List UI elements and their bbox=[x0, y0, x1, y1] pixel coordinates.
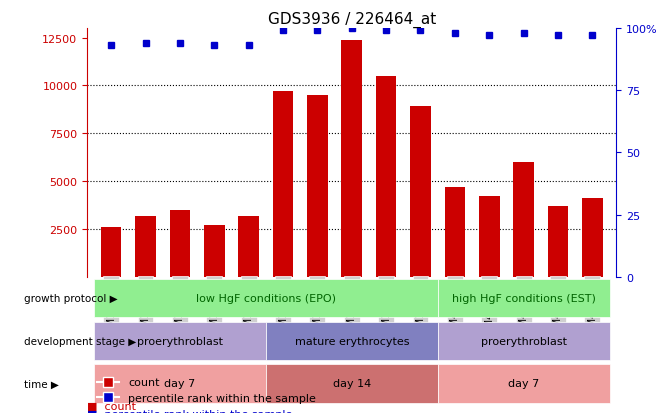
Bar bbox=[239, 217, 259, 277]
Bar bbox=[445, 188, 465, 277]
Bar bbox=[307, 96, 328, 277]
Bar bbox=[376, 77, 397, 277]
Text: GSM426509: GSM426509 bbox=[553, 280, 563, 339]
Text: GSM190970: GSM190970 bbox=[312, 280, 322, 338]
Text: GSM190966: GSM190966 bbox=[175, 280, 185, 338]
Bar bbox=[273, 92, 293, 277]
Text: time ▶: time ▶ bbox=[23, 378, 58, 389]
Text: GSM190973: GSM190973 bbox=[415, 280, 425, 338]
FancyBboxPatch shape bbox=[94, 322, 266, 360]
Text: GSM190965: GSM190965 bbox=[141, 280, 151, 338]
Text: GSM190972: GSM190972 bbox=[381, 280, 391, 339]
Bar bbox=[170, 210, 190, 277]
Bar bbox=[479, 197, 500, 277]
Text: growth protocol ▶: growth protocol ▶ bbox=[23, 293, 117, 304]
Text: day 7: day 7 bbox=[164, 378, 196, 389]
Text: ■  percentile rank within the sample: ■ percentile rank within the sample bbox=[87, 409, 293, 413]
Text: day 14: day 14 bbox=[332, 378, 371, 389]
Bar bbox=[547, 206, 568, 277]
Text: GSM426508: GSM426508 bbox=[519, 280, 529, 339]
Text: GSM190971: GSM190971 bbox=[347, 280, 356, 338]
Text: mature erythrocytes: mature erythrocytes bbox=[295, 336, 409, 346]
FancyBboxPatch shape bbox=[438, 279, 610, 318]
Text: GSM190964: GSM190964 bbox=[106, 280, 116, 338]
Bar bbox=[342, 41, 362, 277]
FancyBboxPatch shape bbox=[266, 364, 438, 403]
Text: low HgF conditions (EPO): low HgF conditions (EPO) bbox=[196, 293, 336, 304]
Bar bbox=[582, 199, 602, 277]
Text: GSM426507: GSM426507 bbox=[484, 280, 494, 339]
FancyBboxPatch shape bbox=[94, 364, 266, 403]
FancyBboxPatch shape bbox=[266, 322, 438, 360]
Text: day 7: day 7 bbox=[508, 378, 539, 389]
Text: proerythroblast: proerythroblast bbox=[137, 336, 223, 346]
Text: GSM190968: GSM190968 bbox=[244, 280, 254, 338]
FancyBboxPatch shape bbox=[438, 322, 610, 360]
FancyBboxPatch shape bbox=[94, 279, 438, 318]
Text: GSM190967: GSM190967 bbox=[209, 280, 219, 338]
Text: high HgF conditions (EST): high HgF conditions (EST) bbox=[452, 293, 596, 304]
Text: proerythroblast: proerythroblast bbox=[480, 336, 567, 346]
Text: GSM426506: GSM426506 bbox=[450, 280, 460, 339]
Bar bbox=[135, 216, 156, 277]
Bar bbox=[101, 228, 121, 277]
Text: GSM426510: GSM426510 bbox=[588, 280, 598, 339]
Legend: count, percentile rank within the sample: count, percentile rank within the sample bbox=[92, 373, 320, 408]
Bar bbox=[513, 163, 534, 277]
Text: GSM190969: GSM190969 bbox=[278, 280, 288, 338]
Text: development stage ▶: development stage ▶ bbox=[23, 336, 136, 346]
Title: GDS3936 / 226464_at: GDS3936 / 226464_at bbox=[267, 12, 436, 28]
Text: ■  count: ■ count bbox=[87, 401, 136, 411]
FancyBboxPatch shape bbox=[438, 364, 610, 403]
Bar bbox=[410, 107, 431, 277]
Bar bbox=[204, 225, 224, 277]
